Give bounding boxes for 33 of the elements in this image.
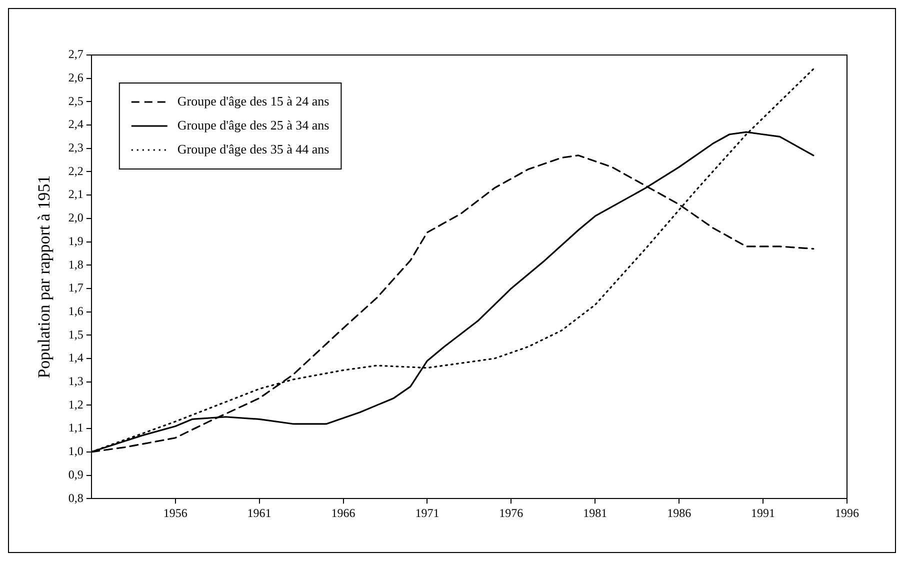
y-tick-label: 2,6: [68, 70, 84, 85]
y-tick-label: 1,7: [68, 280, 84, 295]
x-tick-label: 1961: [247, 506, 272, 520]
x-tick-label: 1986: [667, 506, 692, 520]
x-tick-label: 1991: [751, 506, 776, 520]
y-tick-label: 1,3: [68, 374, 84, 388]
x-tick-label: 1966: [331, 506, 356, 520]
y-tick-label: 2,0: [68, 210, 84, 225]
legend-label: Groupe d'âge des 35 à 44 ans: [177, 141, 330, 156]
y-tick-label: 1,9: [68, 234, 84, 248]
y-tick-label: 1,1: [68, 420, 84, 435]
y-tick-label: 1,6: [68, 304, 84, 318]
x-tick-label: 1981: [583, 506, 608, 520]
y-tick-label: 1,5: [68, 327, 84, 342]
x-tick-label: 1956: [163, 506, 188, 520]
y-tick-label: 0,9: [68, 467, 84, 482]
y-tick-label: 2,4: [68, 117, 84, 132]
legend-label: Groupe d'âge des 15 à 24 ans: [177, 93, 330, 108]
y-axis-title: Population par rapport à 1951: [34, 175, 54, 378]
x-tick-label: 1971: [415, 506, 440, 520]
y-tick-label: 1,2: [68, 397, 84, 412]
x-tick-label: 1976: [499, 506, 524, 520]
x-tick-label: 1996: [835, 506, 859, 520]
legend-label: Groupe d'âge des 25 à 34 ans: [177, 117, 330, 132]
y-tick-label: 1,8: [68, 257, 84, 272]
y-tick-label: 0,8: [68, 490, 84, 505]
y-tick-label: 1,0: [68, 444, 84, 458]
y-tick-label: 2,3: [68, 140, 84, 155]
y-tick-label: 2,5: [68, 94, 84, 108]
y-tick-label: 2,1: [68, 187, 84, 202]
y-tick-label: 1,4: [68, 350, 84, 365]
y-tick-label: 2,2: [68, 164, 84, 178]
y-tick-label: 2,7: [68, 47, 84, 62]
